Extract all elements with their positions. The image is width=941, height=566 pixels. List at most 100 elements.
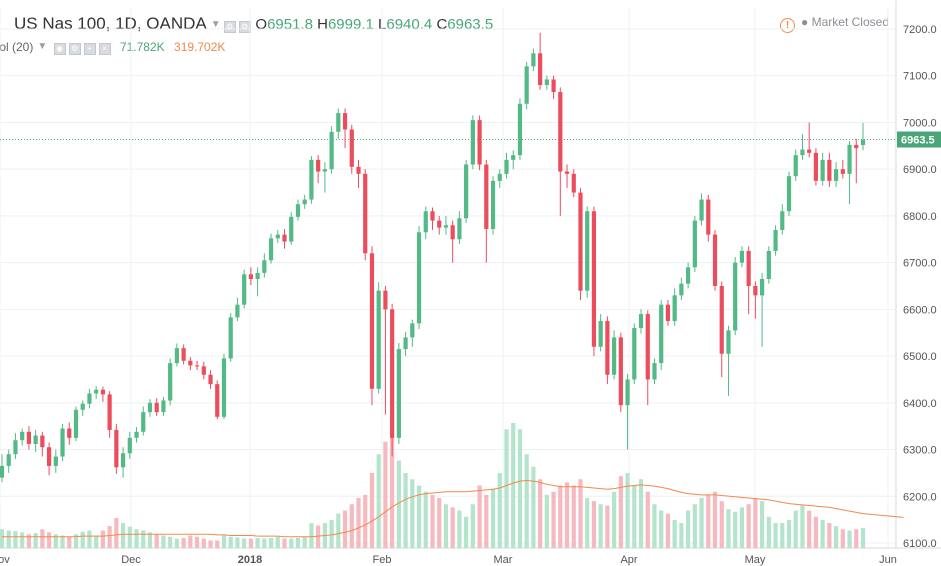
candle-body bbox=[578, 192, 583, 291]
volume-bar bbox=[60, 535, 65, 548]
x-tick-label: Apr bbox=[620, 554, 637, 566]
candle-body bbox=[497, 173, 502, 181]
candle-body bbox=[242, 274, 247, 305]
volume-bar bbox=[215, 540, 220, 548]
candle-body bbox=[383, 290, 388, 310]
plus-icon[interactable]: + bbox=[83, 43, 96, 55]
x-tick-label: Feb bbox=[373, 554, 392, 566]
volume-bar bbox=[746, 504, 751, 548]
candle-body bbox=[706, 199, 711, 235]
symbol-title[interactable]: US Nas 100, 1D, OANDA bbox=[14, 14, 207, 33]
volume-bar bbox=[336, 513, 341, 548]
volume-bar bbox=[860, 528, 866, 548]
candle-body bbox=[807, 149, 812, 153]
volume-bar bbox=[363, 494, 368, 548]
volume-bar bbox=[571, 485, 576, 548]
volume-bar bbox=[544, 494, 549, 548]
close-icon[interactable]: × bbox=[98, 43, 111, 55]
volume-bar bbox=[262, 538, 267, 548]
volume-bar bbox=[376, 454, 381, 548]
volume-bar bbox=[437, 498, 442, 548]
settings-icon[interactable]: ⚙ bbox=[223, 21, 236, 33]
volume-bar bbox=[598, 504, 603, 548]
candle-body bbox=[847, 144, 852, 174]
candle-body bbox=[221, 358, 227, 417]
market-status-text: ● Market Closed bbox=[801, 15, 889, 29]
volume-bar bbox=[248, 538, 253, 548]
candle-body bbox=[174, 348, 179, 364]
volume-bar bbox=[154, 534, 159, 548]
volume-bar bbox=[645, 491, 650, 548]
volume-bar bbox=[578, 479, 583, 548]
candle-body bbox=[833, 169, 839, 181]
format-icon[interactable]: ⚙ bbox=[238, 21, 251, 33]
volume-bar bbox=[497, 473, 502, 548]
candle-body bbox=[612, 337, 617, 375]
volume-bar bbox=[127, 526, 132, 548]
candle-body bbox=[80, 403, 85, 410]
volume-bar bbox=[0, 529, 5, 548]
candle-body bbox=[854, 144, 859, 149]
volume-bar bbox=[242, 538, 247, 548]
volume-bar bbox=[268, 538, 274, 548]
chevron-down-icon[interactable]: ▼ bbox=[210, 19, 221, 30]
candle-body bbox=[598, 321, 603, 347]
volume-bar bbox=[800, 505, 805, 548]
candle-body bbox=[672, 295, 677, 322]
volume-bar bbox=[87, 530, 92, 548]
eye-icon[interactable]: ◉ bbox=[53, 43, 66, 55]
candle-body bbox=[712, 234, 718, 286]
volume-bar bbox=[73, 534, 79, 548]
candle-body bbox=[13, 440, 18, 455]
candle-body bbox=[773, 229, 778, 251]
candle-body bbox=[484, 164, 489, 229]
volume-bar bbox=[282, 538, 287, 548]
candle-body bbox=[154, 402, 159, 413]
x-tick-label: Mar bbox=[494, 554, 513, 566]
volume-bar bbox=[665, 513, 671, 548]
volume-bar bbox=[538, 479, 543, 548]
volume-bar bbox=[490, 488, 496, 548]
candle-body bbox=[141, 412, 146, 432]
volume-bar bbox=[40, 529, 45, 548]
candle-body bbox=[127, 437, 132, 454]
candle-body bbox=[860, 139, 866, 145]
volume-bar bbox=[107, 526, 112, 548]
y-tick-label: 6900.0 bbox=[903, 164, 937, 176]
candle-body bbox=[564, 171, 570, 174]
chevron-down-icon[interactable]: ▼ bbox=[37, 41, 48, 52]
candle-body bbox=[659, 304, 664, 364]
candle-body bbox=[450, 225, 455, 240]
candle-body bbox=[544, 79, 549, 86]
candle-body bbox=[800, 149, 805, 156]
candle-body bbox=[403, 337, 408, 350]
market-status[interactable]: ! ● Market Closed bbox=[780, 15, 889, 33]
volume-bar bbox=[659, 510, 664, 548]
candle-body bbox=[194, 365, 200, 367]
warning-circle-icon[interactable]: ! bbox=[780, 18, 796, 33]
candle-body bbox=[766, 250, 771, 279]
volume-label[interactable]: Vol (20) bbox=[0, 40, 34, 54]
y-tick-label: 6800.0 bbox=[903, 211, 937, 223]
candle-body bbox=[793, 155, 798, 177]
volume-bar bbox=[564, 482, 570, 548]
candle-body bbox=[477, 120, 482, 165]
candle-body bbox=[511, 155, 516, 160]
volume-bar bbox=[67, 536, 72, 548]
settings-icon[interactable]: ⚙ bbox=[68, 43, 81, 55]
volume-bar bbox=[275, 536, 280, 548]
candle-body bbox=[538, 53, 543, 86]
close-label: C bbox=[436, 16, 448, 33]
volume-bar bbox=[464, 516, 469, 548]
volume-bar bbox=[430, 494, 435, 548]
volume-bar bbox=[450, 507, 455, 548]
volume-bar bbox=[316, 525, 321, 548]
candle-body bbox=[625, 379, 630, 406]
candle-body bbox=[645, 314, 650, 380]
candle-body bbox=[46, 447, 52, 466]
candle-body bbox=[282, 234, 287, 242]
candle-body bbox=[692, 220, 697, 268]
volume-bar bbox=[766, 516, 771, 548]
y-tick-label: 6700.0 bbox=[903, 258, 937, 270]
